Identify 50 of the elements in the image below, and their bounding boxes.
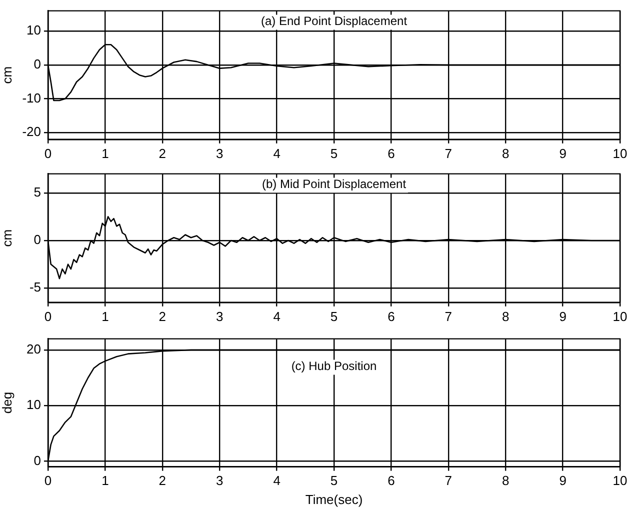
x-tick-label: 8: [502, 146, 510, 161]
x-tick-label: 6: [388, 473, 395, 488]
y-tick-label: -10: [22, 90, 41, 106]
x-tick-label: 2: [158, 473, 166, 488]
y-axis-title: deg: [0, 392, 14, 414]
chart-title: (b) Mid Point Displacement: [262, 177, 407, 192]
x-tick-label: 6: [388, 308, 395, 324]
x-tick-label: 5: [330, 308, 338, 324]
x-tick-label: 8: [502, 473, 510, 488]
x-tick-label: 1: [102, 146, 109, 161]
x-tick-label: 5: [330, 146, 338, 161]
x-tick-label: 7: [444, 308, 452, 324]
x-tick-label: 2: [158, 146, 166, 161]
x-tick-label: 0: [44, 146, 52, 161]
chart-title: (a) End Point Displacement: [260, 14, 408, 28]
x-tick-label: 0: [44, 308, 52, 324]
x-tick-label: 9: [559, 308, 566, 324]
y-tick-label: 0: [34, 452, 41, 468]
x-tick-label: 7: [444, 473, 452, 488]
y-tick-label: 0: [34, 56, 41, 72]
y-tick-label: 10: [26, 22, 41, 38]
y-tick-label: -5: [29, 280, 41, 295]
x-tick-label: 1: [102, 473, 109, 488]
x-tick-label: 5: [330, 473, 338, 488]
x-tick-label: 3: [216, 308, 224, 324]
x-tick-label: 9: [559, 473, 566, 488]
x-tick-label: 8: [502, 308, 510, 324]
x-tick-label: 3: [216, 146, 224, 161]
x-tick-label: 4: [273, 473, 280, 488]
y-tick-label: 10: [26, 397, 41, 412]
x-tick-label: 6: [388, 146, 395, 161]
y-tick-label: 0: [34, 232, 41, 248]
x-tick-label: 10: [612, 146, 628, 161]
x-tick-label: 10: [612, 308, 628, 324]
x-axis-title: Time(sec): [305, 492, 363, 507]
y-tick-label: 20: [26, 342, 41, 357]
y-axis-title: cm: [0, 229, 14, 247]
x-tick-label: 2: [158, 308, 166, 324]
x-tick-label: 9: [559, 146, 566, 161]
x-tick-label: 1: [102, 308, 109, 324]
x-tick-label: 4: [273, 308, 280, 324]
x-tick-label: 4: [273, 146, 280, 161]
text: (c) Hub Position: [291, 359, 377, 374]
y-tick-label: 5: [34, 184, 41, 200]
x-tick-label: 3: [216, 473, 224, 488]
y-axis-title: cm: [0, 66, 14, 84]
x-tick-label: 7: [444, 146, 452, 161]
x-tick-label: 10: [612, 473, 628, 488]
y-tick-label: -20: [22, 124, 41, 140]
x-tick-label: 0: [44, 473, 52, 488]
